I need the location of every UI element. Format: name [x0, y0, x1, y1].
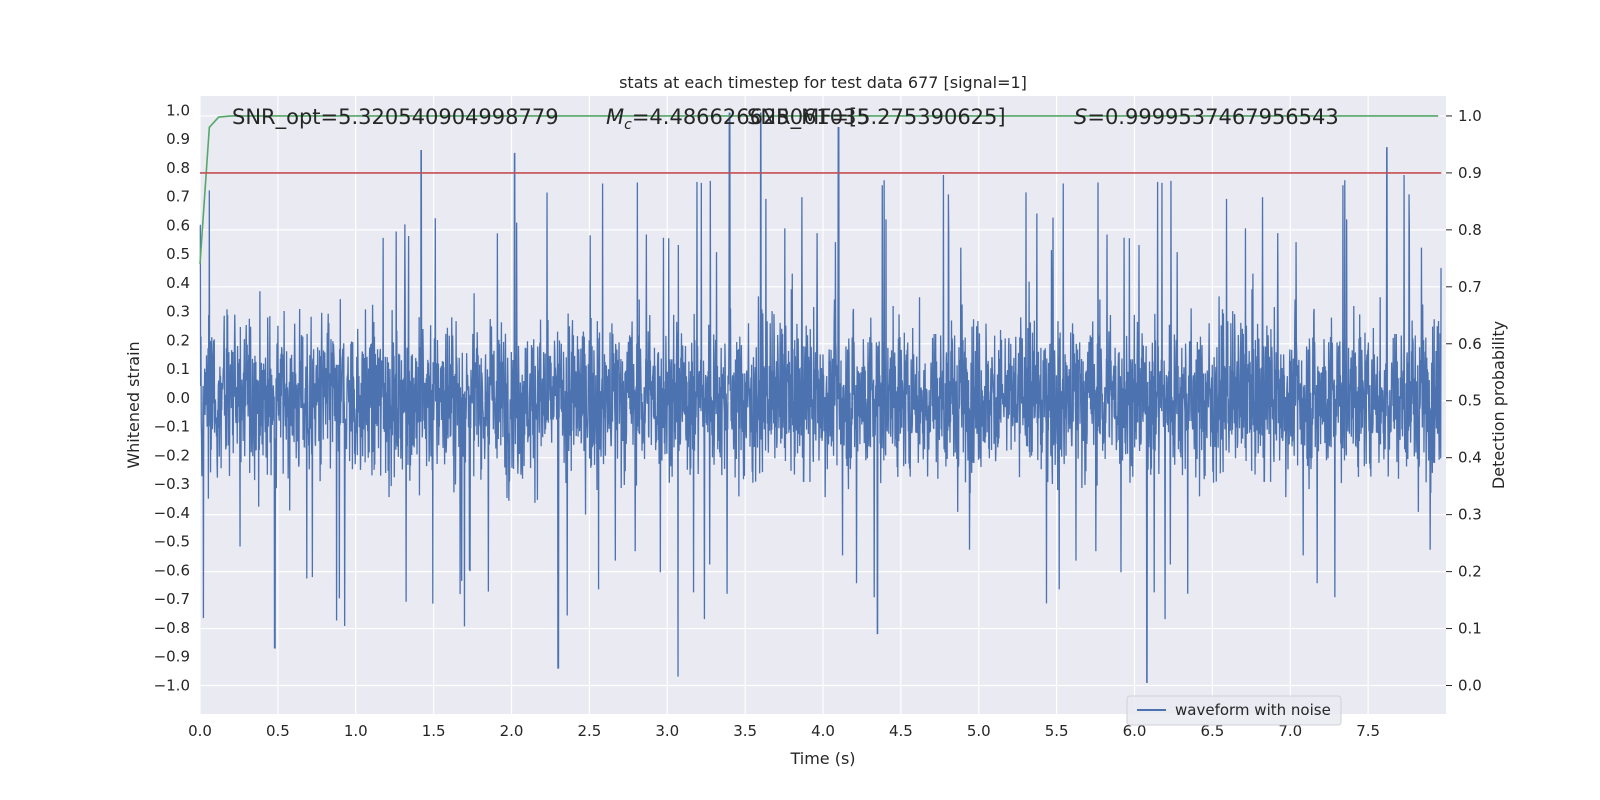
x-tick-label: 5.0	[967, 722, 991, 740]
right-y-tick-labels: 1.0 0.9 0.8 0.7 0.6 0.5 0.4 0.3 0.2 0.1 0.0	[1446, 107, 1482, 695]
left-y-tick-label: −0.8	[154, 619, 190, 637]
x-tick-label: 4.5	[889, 722, 913, 740]
left-y-tick-label: −1.0	[154, 676, 190, 694]
probability-series	[199, 115, 1442, 265]
legend-entry-waveform: waveform with noise	[1175, 701, 1331, 719]
x-tick-label: 0.5	[266, 722, 290, 740]
legend-box	[1126, 695, 1342, 726]
x-tick-label: 7.0	[1278, 722, 1302, 740]
left-y-tick-label: −0.7	[154, 590, 190, 608]
left-y-tick-label: 0.0	[166, 389, 190, 407]
x-tick-label: 5.5	[1045, 722, 1069, 740]
x-tick-label: 0.0	[188, 722, 212, 740]
x-tick-label: 3.0	[655, 722, 679, 740]
right-y-tick-label: 0.3	[1458, 506, 1482, 524]
left-y-tick-label: −0.3	[154, 475, 190, 493]
x-tick-label: 3.5	[733, 722, 757, 740]
left-y-tick-label: 0.9	[166, 130, 190, 148]
right-y-tick-label: 0.8	[1458, 221, 1482, 239]
left-y-tick-label: −0.9	[154, 648, 190, 666]
right-y-tick-label: 1.0	[1458, 107, 1482, 125]
left-y-tick-label: −0.4	[154, 504, 190, 522]
right-y-tick-label: 0.5	[1458, 392, 1482, 410]
left-y-tick-label: 0.3	[166, 303, 190, 321]
x-tick-label: 1.5	[422, 722, 446, 740]
left-y-tick-label: 0.6	[166, 216, 190, 234]
left-y-tick-label: 0.4	[166, 274, 190, 292]
x-tick-label: 6.5	[1200, 722, 1224, 740]
x-tick-label: 7.5	[1356, 722, 1380, 740]
right-y-tick-label: 0.1	[1458, 620, 1482, 638]
right-y-tick-label: 0.2	[1458, 563, 1482, 581]
right-y-tick-label: 0.6	[1458, 335, 1482, 353]
x-axis-label: Time (s)	[789, 749, 855, 768]
right-y-tick-label: 0.7	[1458, 278, 1482, 296]
left-y-tick-label: 0.5	[166, 245, 190, 263]
left-y-tick-label: 0.8	[166, 159, 190, 177]
annotation-s-score: S=0.9999537467956543	[1074, 105, 1339, 129]
y-axis-label: Whitened strain	[124, 341, 143, 468]
left-y-tick-label: −0.5	[154, 533, 190, 551]
right-y-tick-label: 0.0	[1458, 677, 1482, 695]
waveform-line	[199, 112, 1442, 684]
left-y-tick-label: −0.2	[154, 446, 190, 464]
x-tick-label: 6.0	[1123, 722, 1147, 740]
legend: waveform with noise	[1126, 695, 1342, 726]
right-y-tick-label: 0.9	[1458, 164, 1482, 182]
left-y-tick-labels: 1.0 0.9 0.8 0.7 0.6 0.5 0.4 0.3 0.2 0.1 0.0 −0.1 −0.…	[154, 101, 190, 694]
left-y-tick-label: 1.0	[166, 101, 190, 119]
right-y-tick-label: 0.4	[1458, 449, 1482, 467]
x-tick-label: 4.0	[811, 722, 835, 740]
x-tick-label: 2.5	[577, 722, 601, 740]
left-y-tick-label: 0.7	[166, 188, 190, 206]
right-y-axis-label: Detection probability	[1489, 321, 1508, 489]
annotation-chirp-mass: Mc=4.486626625061035	[606, 105, 870, 133]
annotation-snr-opt: SNR_opt=5.320540904998779	[232, 105, 559, 130]
left-y-tick-label: −0.1	[154, 418, 190, 436]
x-tick-labels: 0.0 0.5 1.0 1.5 2.0 2.5 3.0 3.5 4.0 4.5 5.0 5.5 6.0 6…	[188, 722, 1380, 740]
left-y-tick-label: 0.2	[166, 331, 190, 349]
annotations: SNR_opt=5.320540904998779 Mc=4.486626625…	[232, 105, 1339, 133]
annotation-snr-mf: SNR_MF=[5.275390625]	[747, 105, 1006, 130]
left-y-tick-label: −0.6	[154, 561, 190, 579]
left-y-tick-label: 0.1	[166, 360, 190, 378]
chart-title: stats at each timestep for test data 677…	[619, 73, 1027, 92]
probability-line	[199, 115, 1439, 265]
x-tick-label: 1.0	[344, 722, 368, 740]
x-tick-label: 2.0	[500, 722, 524, 740]
waveform-series	[199, 112, 1442, 684]
